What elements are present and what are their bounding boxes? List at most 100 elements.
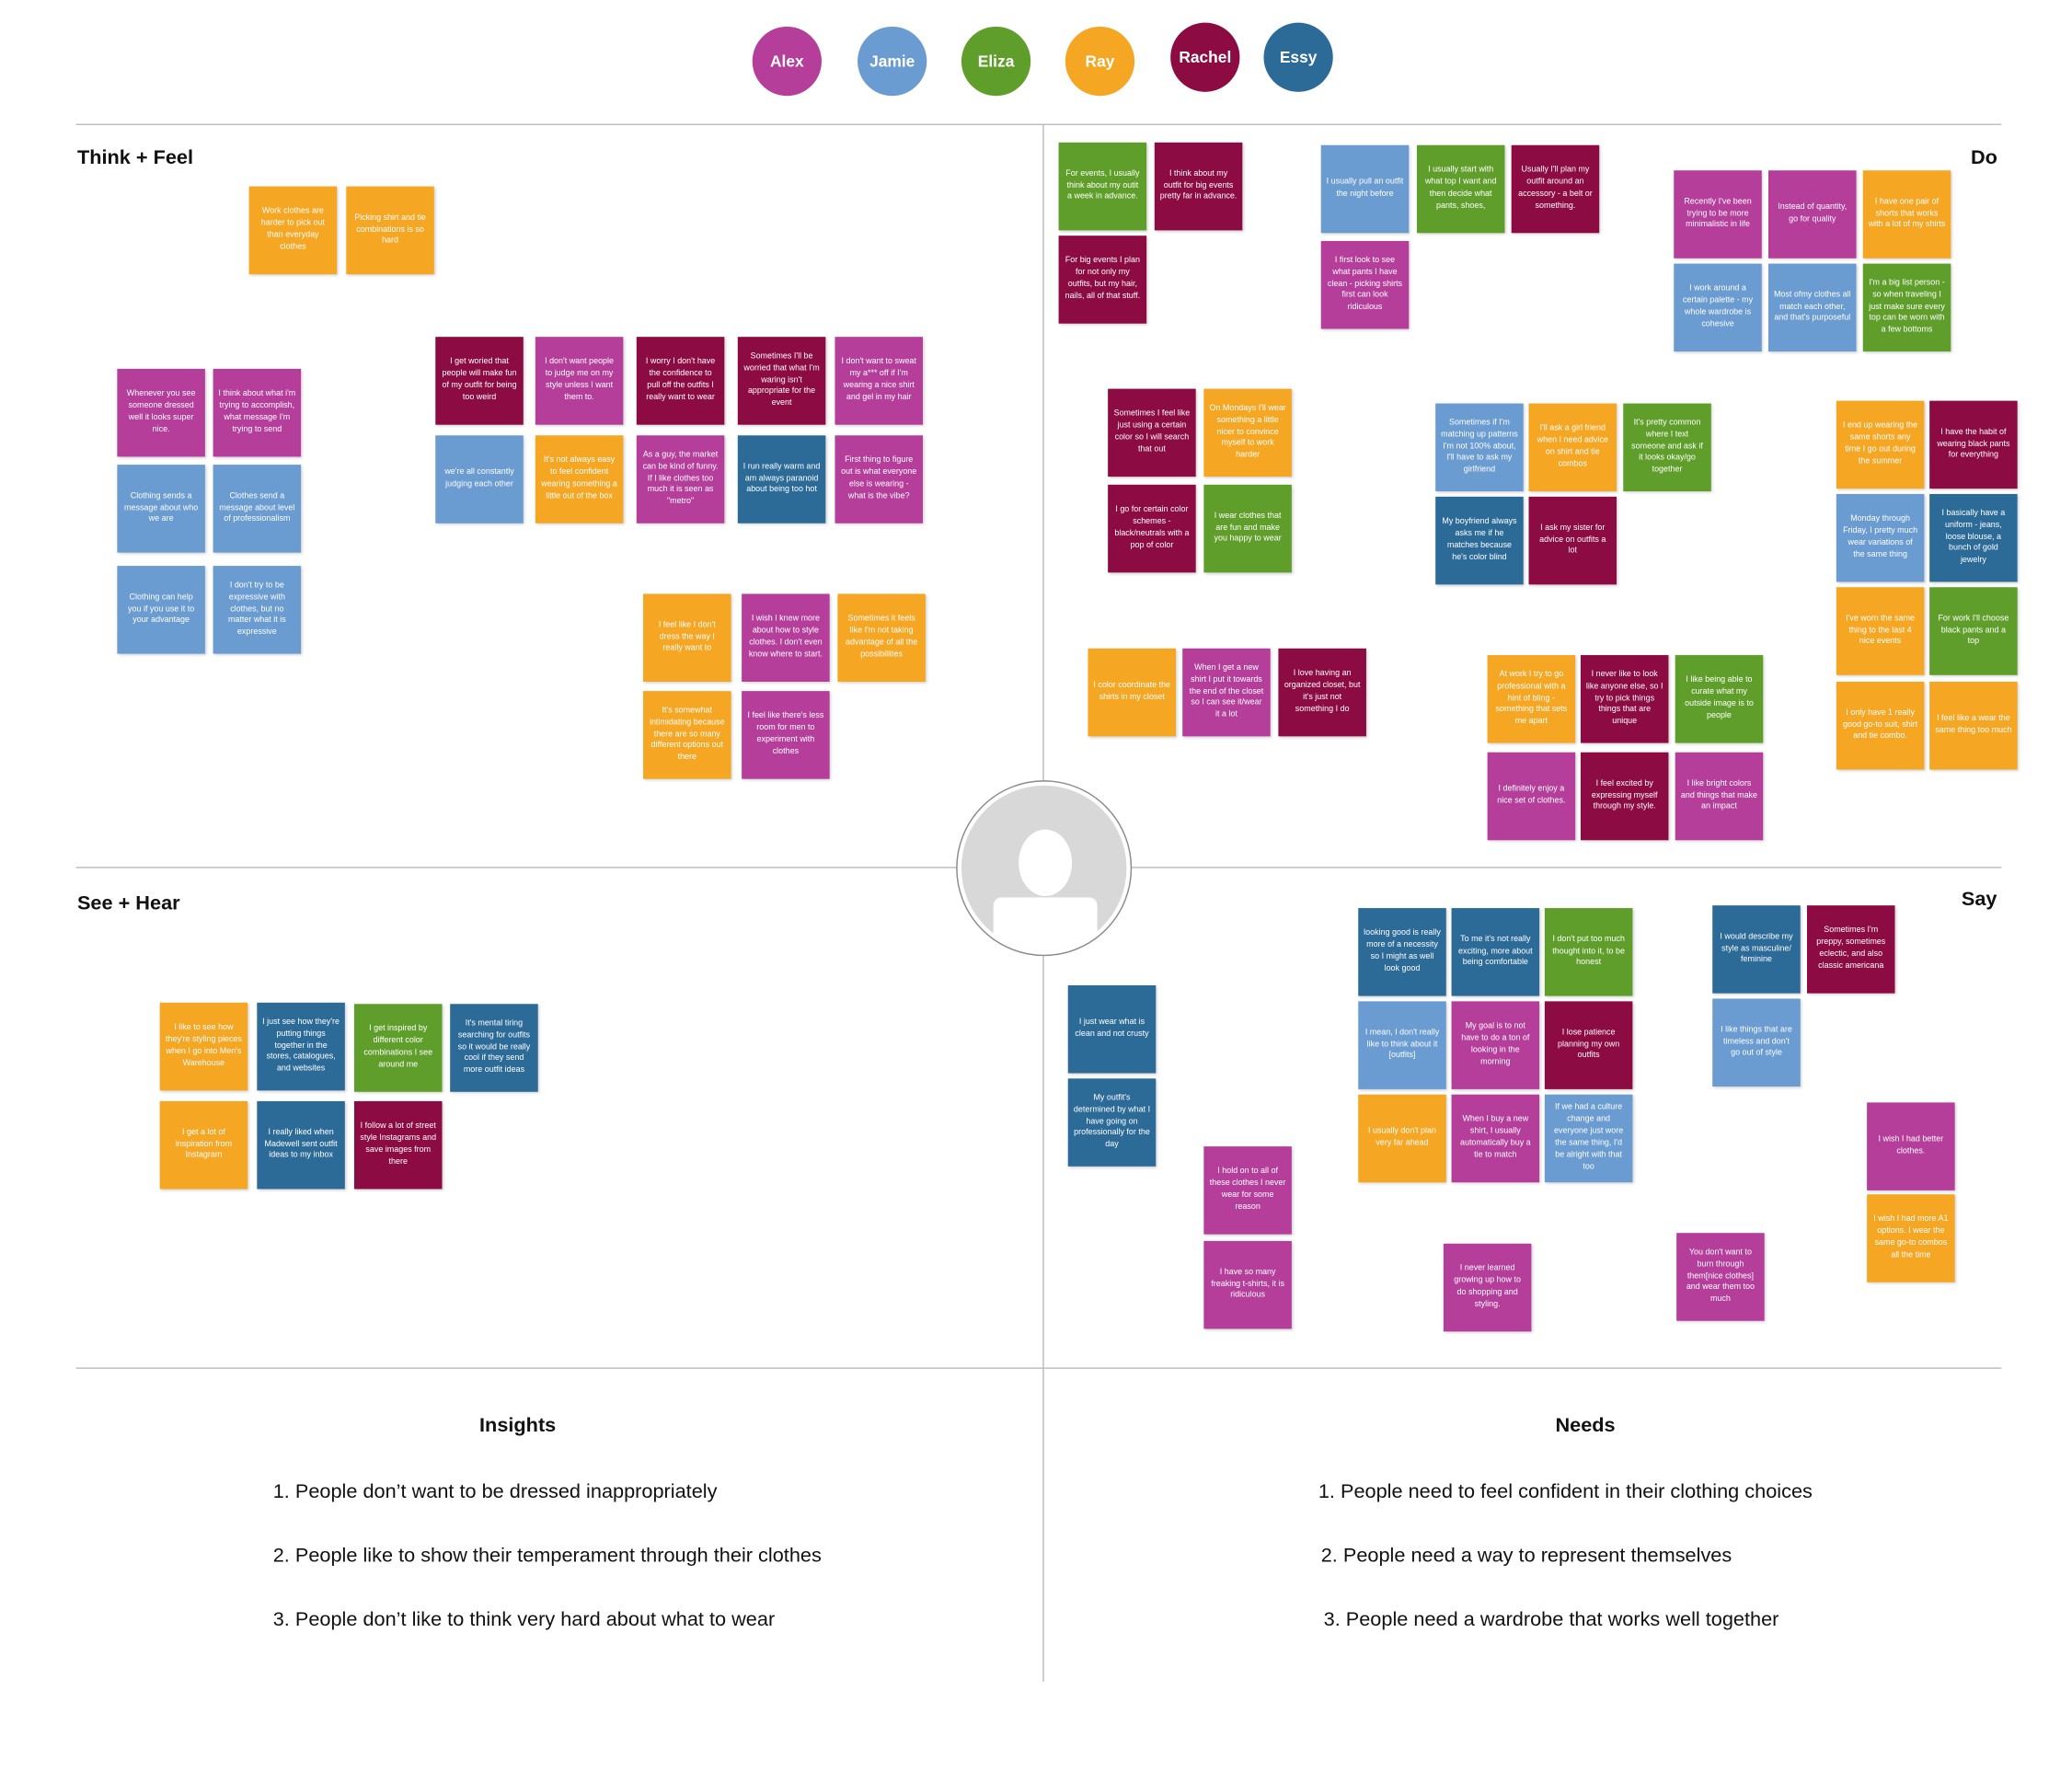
persona-avatar bbox=[956, 780, 1133, 957]
team-member-essy: Essy bbox=[1263, 22, 1333, 92]
sticky-note-do: I usually pull an outfit the night befor… bbox=[1320, 144, 1410, 234]
sticky-note-think-feel: Work clothes are harder to pick out than… bbox=[248, 186, 338, 275]
sticky-note-think-feel: I run really warm and am always paranoid… bbox=[737, 435, 826, 523]
sticky-note-do: I go for certain color schemes - black/n… bbox=[1108, 484, 1196, 573]
sticky-note-do: For events, I usually think about my out… bbox=[1058, 142, 1147, 231]
sticky-note-do: I ask my sister for advice on outfits a … bbox=[1528, 496, 1617, 585]
sticky-note-do: On Mondays I'll wear something a little … bbox=[1203, 388, 1292, 477]
sticky-note-do: Recently I've been trying to be more min… bbox=[1674, 170, 1762, 259]
sticky-note-do: I have the habit of wearing black pants … bbox=[1929, 400, 2018, 489]
sticky-note-say: I usually don't plan very far ahead bbox=[1358, 1094, 1446, 1183]
sticky-note-think-feel: we're all constantly judging each other bbox=[435, 435, 524, 523]
sticky-note-do: I wear clothes that are fun and make you… bbox=[1203, 484, 1292, 573]
team-member-rachel: Rachel bbox=[1170, 22, 1240, 92]
sticky-note-do: Sometimes I feel like just using a certa… bbox=[1108, 388, 1196, 477]
sticky-note-see-hear: I follow a lot of street style Instagram… bbox=[353, 1100, 443, 1190]
sticky-note-say: looking good is really more of a necessi… bbox=[1358, 908, 1446, 996]
sticky-note-do: I never like to look like anyone else, s… bbox=[1580, 655, 1669, 743]
sticky-note-do: I love having an organized closet, but i… bbox=[1278, 648, 1366, 737]
sticky-note-do: For big events I plan for not only my ou… bbox=[1058, 236, 1147, 324]
sticky-note-think-feel: Sometimes I'll be worried that what I'm … bbox=[737, 337, 826, 425]
sticky-note-say: My outfit's determined by what I have go… bbox=[1067, 1078, 1157, 1167]
sticky-note-think-feel: Clothing sends a message about who we ar… bbox=[117, 465, 205, 553]
sticky-note-say: I have so many freaking t-shirts, it is … bbox=[1203, 1240, 1292, 1329]
sticky-note-see-hear: I get inspired by different color combin… bbox=[353, 1004, 443, 1092]
need-item: 3. People need a wardrobe that works wel… bbox=[1323, 1608, 1779, 1631]
top-divider bbox=[75, 123, 2002, 126]
sticky-note-do: I work around a certain palette - my who… bbox=[1674, 263, 1762, 352]
sticky-note-say: My goal is to not have to do a ton of lo… bbox=[1451, 1001, 1540, 1089]
quadrant-label-do: Do bbox=[1971, 146, 1997, 169]
sticky-note-do: It's pretty common where I text someone … bbox=[1623, 403, 1711, 492]
sticky-note-do: I'm a big list person - so when travelin… bbox=[1862, 263, 1951, 352]
sticky-note-do: I've worn the same thing to the last 4 n… bbox=[1836, 587, 1925, 675]
sticky-note-say: Sometimes I'm preppy, sometimes eclectic… bbox=[1806, 905, 1895, 994]
quadrant-label-say: Say bbox=[1961, 888, 1997, 911]
sticky-note-say: I would describe my style as masculine/ … bbox=[1712, 905, 1801, 994]
sticky-note-do: Instead of quantity, go for quality bbox=[1768, 170, 1857, 259]
sticky-note-say: I lose patience planning my own outfits bbox=[1544, 1001, 1633, 1089]
user-silhouette-icon bbox=[961, 785, 1127, 951]
sticky-note-think-feel: I worry I don't have the confidence to p… bbox=[636, 337, 725, 425]
sticky-note-do: I think about my outfit for big events p… bbox=[1154, 142, 1243, 231]
sticky-note-do: I first look to see what pants I have cl… bbox=[1320, 240, 1410, 329]
team-member-ray: Ray bbox=[1065, 26, 1135, 97]
sticky-note-do: I definitely enjoy a nice set of clothes… bbox=[1487, 752, 1576, 841]
sticky-note-say: I wish I had better clothes. bbox=[1867, 1102, 1955, 1190]
sticky-note-think-feel: It's somewhat intimidating because there… bbox=[643, 691, 731, 779]
team-member-jamie: Jamie bbox=[858, 26, 927, 97]
sticky-note-think-feel: I don't want to sweat my a*** off if I'm… bbox=[835, 337, 923, 425]
sticky-note-see-hear: I just see how they're putting things to… bbox=[257, 1002, 345, 1091]
insight-item: 2. People like to show their temperament… bbox=[272, 1544, 822, 1568]
sticky-note-think-feel: Picking shirt and tie combinations is so… bbox=[346, 186, 434, 275]
sticky-note-say: I hold on to all of these clothes I neve… bbox=[1203, 1146, 1292, 1235]
bottom-divider bbox=[75, 1367, 2002, 1369]
sticky-note-say: When I buy a new shirt, I usually automa… bbox=[1451, 1094, 1540, 1183]
sticky-note-do: For work I'll choose black pants and a t… bbox=[1929, 587, 2018, 675]
insights-title: Insights bbox=[479, 1414, 557, 1437]
sticky-note-think-feel: I wish I knew more about how to style cl… bbox=[742, 593, 830, 683]
sticky-note-see-hear: It's mental tiring searching for outfits… bbox=[450, 1004, 538, 1092]
sticky-note-do: Monday through Friday, I pretty much wea… bbox=[1836, 493, 1925, 582]
sticky-note-think-feel: Sometimes it feels like I'm not taking a… bbox=[837, 593, 926, 683]
team-member-alex: Alex bbox=[752, 26, 822, 97]
sticky-note-do: I color coordinate the shirts in my clos… bbox=[1088, 648, 1176, 737]
sticky-note-do: I have one pair of shorts that works wit… bbox=[1862, 170, 1951, 259]
sticky-note-do: I feel like a wear the same thing too mu… bbox=[1929, 682, 2018, 770]
sticky-note-do: I usually start with what top I want and… bbox=[1416, 144, 1505, 234]
sticky-note-think-feel: Clothing can help you if you use it to y… bbox=[117, 566, 205, 654]
sticky-note-think-feel: First thing to figure out is what everyo… bbox=[835, 435, 923, 523]
need-item: 1. People need to feel confident in thei… bbox=[1318, 1480, 1813, 1504]
sticky-note-do: My boyfriend always asks me if he matche… bbox=[1435, 496, 1524, 585]
sticky-note-do: At work I try to go professional with a … bbox=[1487, 655, 1576, 743]
sticky-note-say: I don't put too much thought into it, to… bbox=[1544, 908, 1633, 996]
sticky-note-do: Sometimes if I'm matching up patterns I'… bbox=[1435, 403, 1524, 492]
sticky-note-think-feel: I don't try to be expressive with clothe… bbox=[213, 566, 302, 654]
sticky-note-think-feel: I think about what i'm trying to accompl… bbox=[213, 368, 302, 457]
sticky-note-say: If we had a culture change and everyone … bbox=[1544, 1094, 1633, 1183]
sticky-note-say: I like things that are timeless and don'… bbox=[1712, 998, 1801, 1087]
need-item: 2. People need a way to represent themse… bbox=[1320, 1544, 1732, 1568]
sticky-note-do: I end up wearing the same shorts any tim… bbox=[1836, 400, 1925, 489]
quadrant-label-think-feel: Think + Feel bbox=[76, 146, 194, 169]
sticky-note-think-feel: Clothes send a message about level of pr… bbox=[213, 465, 302, 553]
sticky-note-think-feel: I feel like I don't dress the way I real… bbox=[643, 593, 731, 683]
quadrant-label-see-hear: See + Hear bbox=[76, 891, 180, 915]
sticky-note-say: I wish I had more A1 options. I wear the… bbox=[1867, 1194, 1955, 1282]
sticky-note-see-hear: I like to see how they're styling pieces… bbox=[159, 1002, 248, 1091]
sticky-note-see-hear: I get a lot of inspiration from Instagra… bbox=[159, 1100, 248, 1190]
sticky-note-think-feel: I don't want people to judge me on my st… bbox=[535, 337, 624, 425]
insight-item: 1. People don’t want to be dressed inapp… bbox=[272, 1480, 718, 1504]
sticky-note-think-feel: Whenever you see someone dressed well it… bbox=[117, 368, 205, 457]
team-member-eliza: Eliza bbox=[961, 26, 1031, 97]
sticky-note-say: I mean, I don't really like to think abo… bbox=[1358, 1001, 1446, 1089]
sticky-note-see-hear: I really liked when Madewell sent outfit… bbox=[257, 1100, 345, 1190]
sticky-note-say: I just wear what is clean and not crusty bbox=[1067, 985, 1157, 1074]
sticky-note-think-feel: I get woried that people will make fun o… bbox=[435, 337, 524, 425]
sticky-note-do: When I get a new shirt I put it towards … bbox=[1182, 648, 1271, 737]
sticky-note-do: I like being able to curate what my outs… bbox=[1675, 655, 1764, 743]
sticky-note-think-feel: I feel like there's less room for men to… bbox=[742, 691, 830, 779]
sticky-note-do: I like bright colors and things that mak… bbox=[1675, 752, 1764, 841]
insight-item: 3. People don’t like to think very hard … bbox=[272, 1608, 776, 1631]
